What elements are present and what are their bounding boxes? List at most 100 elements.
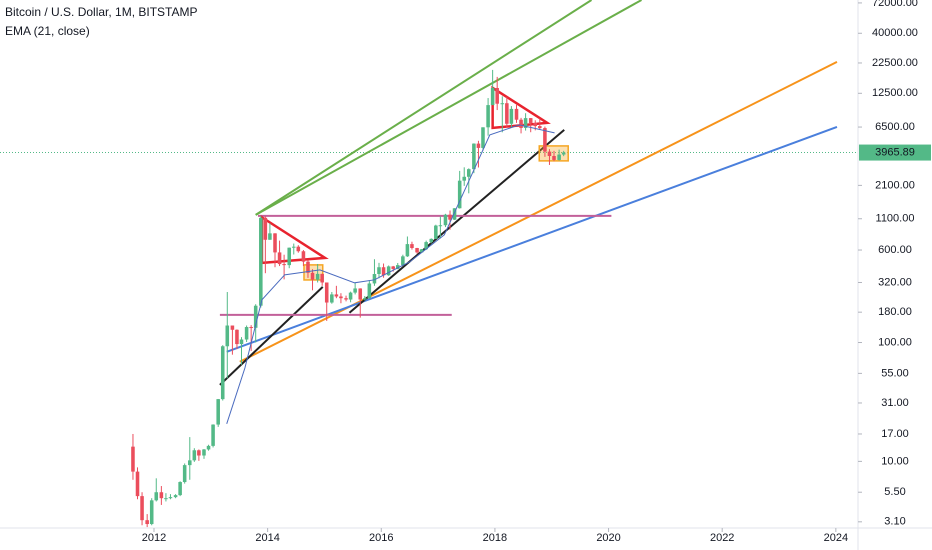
candle-body [159,492,164,499]
candle-body [296,246,301,252]
candle-body [481,127,485,148]
plot-area [0,0,858,528]
trend-line [239,61,838,363]
x-tick-label: 2014 [255,532,279,544]
y-tick-label: 3.10 [884,516,905,528]
y-tick-label: 72000.00 [872,0,918,9]
x-tick-label: 2022 [710,532,734,544]
candle-body [211,424,215,446]
candle-body [282,264,286,266]
x-tick-label: 2016 [369,532,393,544]
candle-body [495,88,499,104]
candle-body [419,249,424,253]
ema-line [226,124,555,424]
candle-body [324,282,329,303]
candle-body [145,520,149,525]
x-tick-label: 2012 [142,532,166,544]
candle-body [509,108,514,124]
y-tick-label: 17.00 [881,428,909,440]
candle-body [561,152,566,155]
candle-body [263,217,268,240]
candle-body [519,119,523,128]
candle-body [239,339,244,345]
candle-body [306,261,310,273]
candle-body [149,500,154,525]
candle-body [253,305,258,328]
candle-body [164,498,168,500]
candle-body [452,208,457,220]
x-tick-label: 2020 [596,532,620,544]
candle-body [457,180,462,209]
candle-body [168,497,173,499]
candle-body [443,214,448,226]
candle-body [490,88,495,106]
candle-body [538,126,542,129]
y-tick-label: 6500.00 [875,121,915,133]
candle-body [277,252,282,265]
candle-body [448,214,452,220]
candle-body [500,103,505,105]
candle-body [178,482,182,496]
candle-body [557,154,561,160]
trend-line [348,129,565,314]
y-tick-label: 40000.00 [872,27,918,39]
candle-body [348,292,353,300]
candle-body [405,244,410,257]
candle-body [377,267,381,275]
candle-body [344,298,348,300]
candle-body [415,248,419,253]
candle-body [372,274,377,284]
candle-body [466,169,471,177]
candle-body [547,151,552,157]
candle-body [197,450,201,456]
chart-title: Bitcoin / U.S. Dollar, 1M, BITSTAMP [5,5,198,19]
candle-body [287,247,291,266]
candle-body [462,176,467,181]
y-tick-label: 12500.00 [872,87,918,99]
y-tick-label: 600.00 [878,244,912,256]
candle-body [230,325,235,330]
candle-body [395,265,400,269]
y-tick-label: 5.50 [884,486,905,498]
y-tick-label: 55.00 [881,367,909,379]
candle-body [353,288,357,293]
candle-body [135,471,140,497]
candle-body [476,143,481,148]
candle-body [552,156,556,160]
candle-body [216,399,220,425]
trend-line [255,0,642,216]
candle-body [505,103,509,124]
trend-line [255,0,593,216]
candle-body [410,244,414,249]
candle-body [514,108,519,120]
candle-body [486,105,490,128]
candle-body [268,233,272,240]
candle-body [188,460,192,466]
trend-line [219,286,324,386]
candle-body [381,267,386,276]
candle-body [220,346,225,400]
trend-line [226,125,838,353]
candle-body [401,256,405,266]
candle-body [131,446,135,472]
candle-body [391,266,395,269]
candle-body [434,225,438,239]
candle-body [543,128,547,152]
candle-body [472,143,476,170]
candle-body [330,294,334,303]
x-tick-label: 2018 [483,532,507,544]
candle-body [533,122,538,127]
candle-body [301,251,306,262]
candle-body [140,496,144,521]
y-tick-label: 2100.00 [875,179,915,191]
candle-body [291,246,296,248]
candle-body [386,266,391,276]
candle-body [202,449,206,456]
ema-legend: EMA (21, close) [5,24,90,38]
candle-body [244,327,249,340]
candle-body [192,450,197,461]
y-tick-label: 180.00 [878,306,912,318]
y-tick-label: 100.00 [878,336,912,348]
candle-body [259,217,263,306]
